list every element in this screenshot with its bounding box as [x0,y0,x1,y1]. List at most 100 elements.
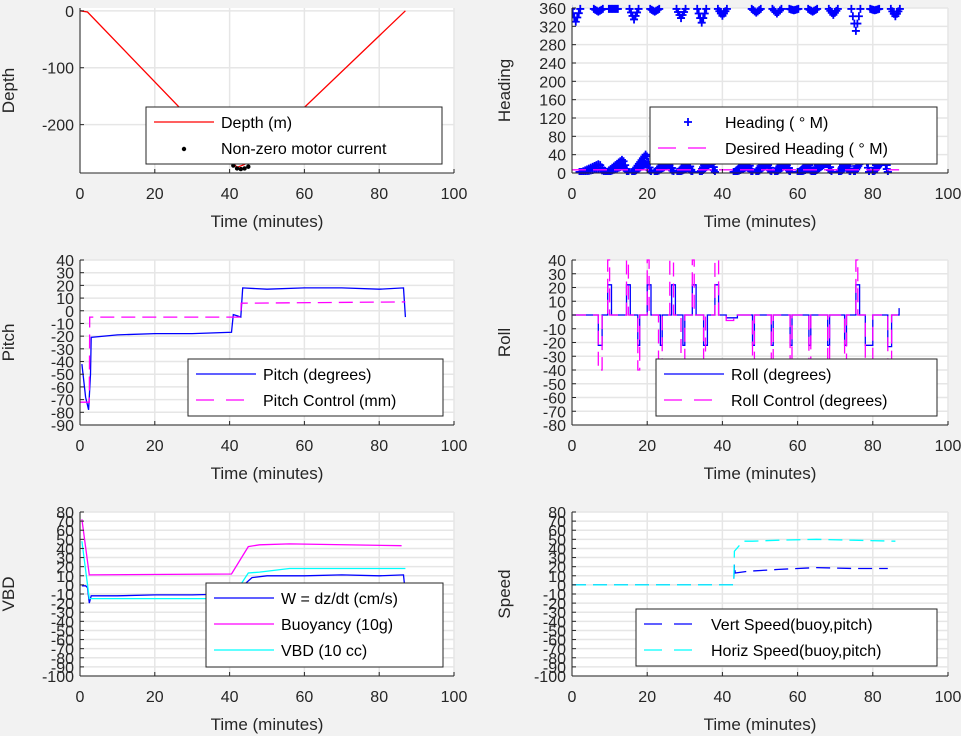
y-tick-label: 0 [557,578,566,595]
data-point [653,5,662,14]
data-point [851,26,860,35]
x-axis-label: Time (minutes) [211,212,324,231]
x-tick-label: 100 [935,438,961,455]
chart-heading: 0 20 40 60 80 10004080120160200240280320360Ti… [495,1,961,231]
y-axis-label: Roll [495,328,514,357]
x-tick-label: 40 [714,689,732,706]
y-tick-label: 30 [548,267,566,284]
x-tick-label: 80 [864,689,882,706]
chart-depth: 0 20 40 60 80 100 0 -100 -200 Time (minutes) Depth… [0,4,467,231]
y-tick-label: 0 [557,308,566,325]
legend-label: Heading ( ° M) [725,115,828,132]
y-tick-label: 0 [65,578,74,595]
legend-label: Buoyancy (10g) [281,617,393,634]
y-tick-label: 0 [557,166,566,183]
y-axis-label: Pitch [0,324,18,362]
data-point [702,4,711,13]
data-point [238,166,244,172]
x-tick-label: 100 [935,186,961,203]
y-tick-label: -70 [51,642,74,659]
legend-label: Non-zero motor current [221,141,387,158]
x-tick-label: 20 [638,689,656,706]
x-tick-label: 100 [441,186,468,203]
y-tick-label: 10 [56,291,74,308]
data-point [856,4,865,13]
y-tick-label: -90 [51,660,74,677]
series-group [80,287,407,410]
x-tick-label: 0 [76,689,85,706]
legend-label: Desired Heading ( ° M) [725,141,888,158]
x-tick-label: 80 [370,438,388,455]
legend-label: Vert Speed(buoy,pitch) [711,617,873,634]
x-tick-label: 100 [441,438,468,455]
legend-label: Pitch Control (mm) [263,393,396,410]
y-tick-label: 320 [539,19,566,36]
y-tick-label: 10 [548,569,566,586]
y-tick-label: 0 [65,4,74,21]
data-point [854,12,863,21]
chart-roll: 0 20 40 60 80 100403020100-10-20-30-40-50-60-… [495,253,961,483]
data-point [234,166,240,171]
data-point [756,4,765,13]
data-point [655,4,664,13]
y-tick-label: -30 [543,605,566,622]
data-point [895,4,904,13]
y-tick-label: -60 [543,391,566,408]
y-tick-label: -200 [42,118,74,135]
data-point [722,4,731,13]
x-tick-label: 60 [296,689,314,706]
legend-box [205,582,444,668]
y-tick-label: 40 [548,541,566,558]
x-tick-label: 20 [638,186,656,203]
series-buoyancy-10g [81,519,402,576]
data-point [688,168,697,175]
y-tick-label: -80 [51,405,74,422]
y-tick-label: -20 [51,329,74,346]
data-point [574,9,583,18]
data-point [813,4,822,13]
y-tick-label: -60 [51,380,74,397]
x-tick-label: 80 [370,186,388,203]
x-axis-label: Time (minutes) [704,212,817,231]
legend-box [187,358,444,417]
data-point [833,4,842,13]
x-tick-label: 80 [864,186,882,203]
x-tick-label: 40 [714,186,732,203]
x-tick-label: 0 [76,438,85,455]
legend-box [655,358,938,417]
y-tick-label: 10 [56,569,74,586]
legend: Vert Speed(buoy,pitch) Horiz Speed(buoy,p… [635,608,938,667]
y-tick-label: 70 [56,514,74,531]
data-point [622,167,631,175]
y-tick-label: -70 [51,393,74,410]
y-tick-label: -30 [51,605,74,622]
y-tick-label: 240 [539,56,566,73]
legend: Pitch (degrees) Pitch Control (mm) [187,358,444,417]
data-point [634,4,643,13]
y-tick-label: -20 [543,336,566,353]
y-tick-label: -10 [543,322,566,339]
y-tick-label: 20 [548,560,566,577]
y-tick-label: 80 [56,505,74,522]
y-tick-label: -50 [51,367,74,384]
x-tick-label: 60 [789,689,807,706]
y-tick-label: 80 [548,505,566,522]
data-point [572,17,580,26]
data-point [693,4,702,13]
y-tick-label: 50 [56,532,74,549]
data-point [847,4,856,13]
data-point [597,5,606,14]
y-tick-label: -30 [51,342,74,359]
y-tick-label: 0 [65,304,74,321]
series-vbd-10-cc [81,541,406,600]
y-tick-label: -80 [543,418,566,435]
x-tick-label: 40 [221,186,239,203]
y-tick-label: 20 [56,278,74,295]
y-axis-label: Heading [495,59,514,122]
data-point [572,4,576,13]
y-tick-label: 20 [56,560,74,577]
x-tick-label: 60 [296,438,314,455]
x-tick-label: 0 [568,186,577,203]
y-tick-label: -40 [51,355,74,372]
